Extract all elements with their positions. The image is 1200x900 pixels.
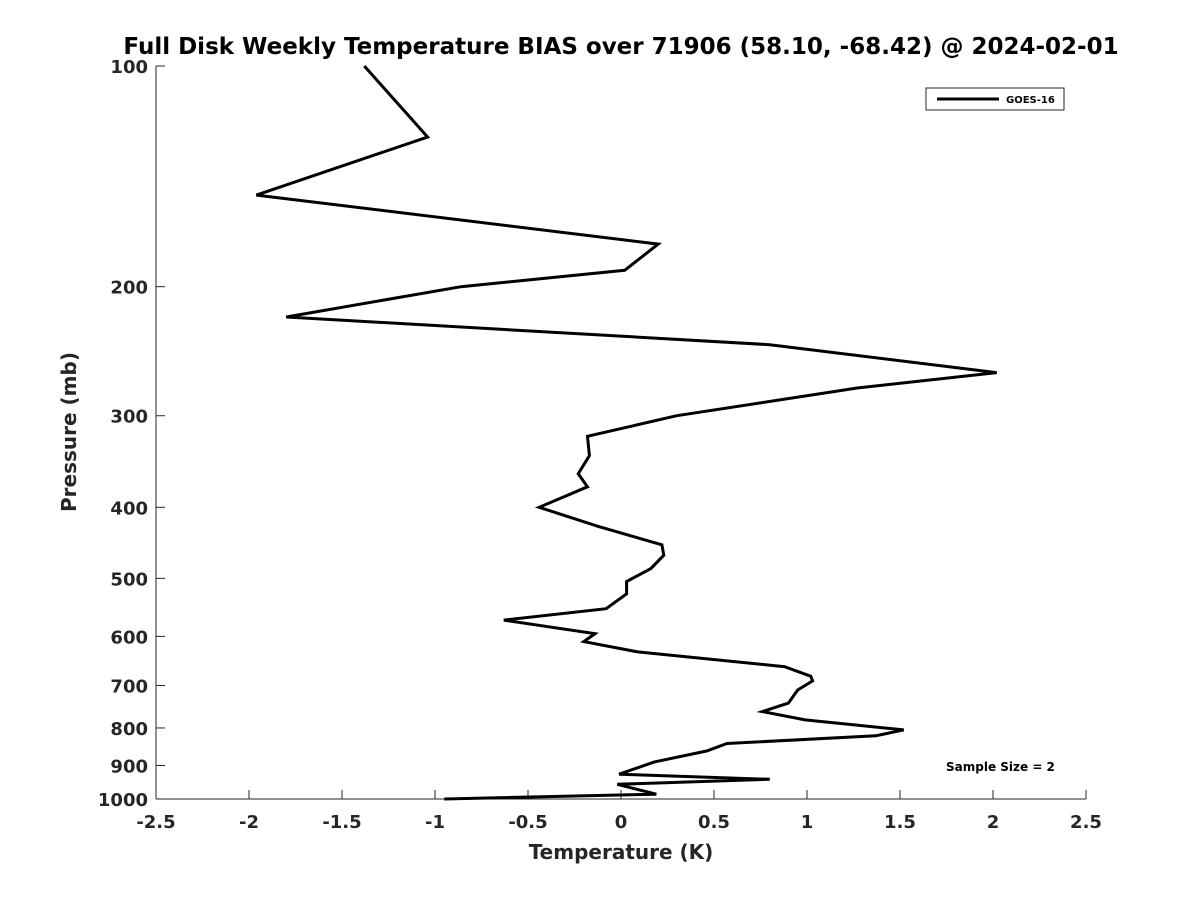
x-tick-label: -1.5 — [322, 812, 361, 833]
x-tick-label: 0 — [615, 812, 628, 833]
x-tick-label: 0.5 — [698, 812, 730, 833]
sample-size-annotation: Sample Size = 2 — [946, 760, 1055, 774]
series-line-goes-16 — [255, 65, 997, 801]
y-tick-label: 900 — [110, 756, 148, 777]
y-tick-label: 300 — [110, 407, 148, 428]
x-tick-label: -2 — [239, 812, 259, 833]
legend-label-goes-16: GOES-16 — [1006, 95, 1055, 106]
x-tick-label: 1 — [801, 812, 814, 833]
x-tick-label: -0.5 — [508, 812, 547, 833]
y-tick-label: 700 — [110, 676, 148, 697]
x-tick-label: -2.5 — [136, 812, 175, 833]
y-tick-label: 800 — [110, 719, 148, 740]
y-tick-label: 100 — [110, 57, 148, 78]
y-tick-label: 1000 — [98, 790, 148, 811]
y-tick-label: 600 — [110, 627, 148, 648]
series-layer — [255, 65, 997, 801]
chart-title: Full Disk Weekly Temperature BIAS over 7… — [123, 34, 1118, 60]
y-tick-label: 400 — [110, 498, 148, 519]
y-axis-label: Pressure (mb) — [57, 352, 81, 512]
y-tick-label: 500 — [110, 569, 148, 590]
plot-area — [156, 66, 1086, 799]
x-tick-label: 2.5 — [1070, 812, 1102, 833]
x-tick-label: 1.5 — [884, 812, 916, 833]
x-tick-label: -1 — [425, 812, 445, 833]
legend: GOES-16 — [925, 87, 1065, 111]
x-tick-label: 2 — [987, 812, 1000, 833]
x-axis-ticks: -2.5 -2 -1.5 -1 -0.5 0 0.5 1 1.5 2 2.5 — [136, 790, 1102, 833]
y-tick-label: 200 — [110, 278, 148, 299]
x-axis-label: Temperature (K) — [529, 840, 714, 864]
y-axis-ticks: 100 200 300 400 500 600 700 800 900 1000 — [98, 57, 165, 811]
